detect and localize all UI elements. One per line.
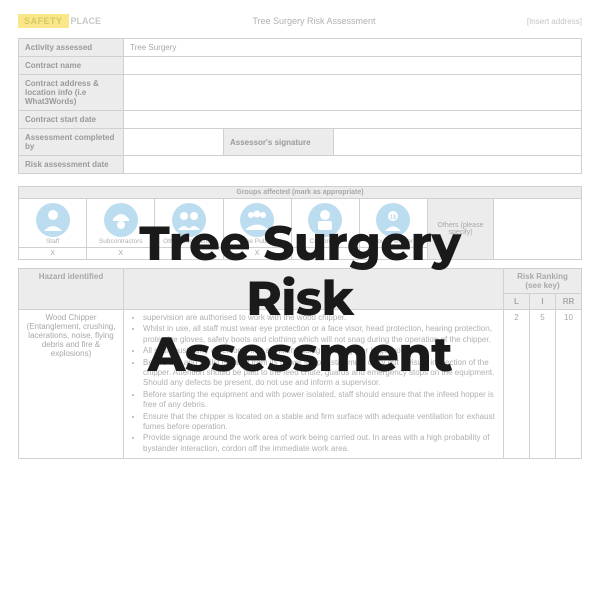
- signature-value: [334, 129, 582, 156]
- control-item: All staff must carry a personal first ai…: [143, 346, 498, 356]
- contract-address-label: Contract address & location info (i.e Wh…: [19, 75, 124, 111]
- table-row: Activity assessed Tree Surgery: [19, 39, 582, 57]
- table-row: Risk assessment date: [19, 156, 582, 174]
- hazard-row: Wood Chipper (Entanglement, crushing, la…: [19, 310, 582, 459]
- group-other-contractors: Other Contractors: [155, 199, 223, 248]
- young-worker-icon: 18: [376, 203, 410, 237]
- start-date-label: Contract start date: [19, 111, 124, 129]
- group-label: Customers: [294, 238, 357, 245]
- groups-icon-row: Staff Subcontractors Other Contractors T…: [19, 199, 582, 248]
- logo: SAFETY PLACE: [18, 14, 101, 28]
- assessment-date-value: [124, 156, 582, 174]
- control-item: Whilst in use, all staff must wear eye p…: [143, 324, 498, 345]
- l-header: L: [504, 294, 530, 310]
- meta-table: Activity assessed Tree Surgery Contract …: [18, 38, 582, 174]
- table-row: Assessment completed by Assessor's signa…: [19, 129, 582, 156]
- activity-value: Tree Surgery: [124, 39, 582, 57]
- mark-cell: [291, 248, 359, 260]
- customer-icon: [308, 203, 342, 237]
- rr-header: RR: [556, 294, 582, 310]
- group-subcontractors: Subcontractors: [87, 199, 155, 248]
- contract-name-value: [124, 57, 582, 75]
- completed-by-value: [124, 129, 224, 156]
- assessment-date-label: Risk assessment date: [19, 156, 124, 174]
- hazard-name: Wood Chipper (Entanglement, crushing, la…: [19, 310, 124, 459]
- l-value: 2: [504, 310, 530, 459]
- others-label: Others (please specify): [428, 199, 494, 260]
- mark-cell: X: [223, 248, 291, 260]
- group-icon: [172, 203, 206, 237]
- signature-label: Assessor's signature: [224, 129, 334, 156]
- hazard-table: Hazard identified Risk Ranking (see key)…: [18, 268, 582, 459]
- contract-address-value: [124, 75, 582, 111]
- page-header: SAFETY PLACE Tree Surgery Risk Assessmen…: [18, 14, 582, 28]
- group-staff: Staff: [19, 199, 87, 248]
- logo-text: PLACE: [71, 16, 102, 26]
- rr-value: 10: [556, 310, 582, 459]
- controls-list: supervision are authorised to work with …: [129, 313, 498, 454]
- document-title: Tree Surgery Risk Assessment: [252, 16, 375, 26]
- hazard-header-row: Hazard identified Risk Ranking (see key): [19, 269, 582, 294]
- groups-header: Groups affected (mark as appropriate): [19, 187, 582, 199]
- group-label: Staff: [21, 238, 84, 245]
- person-icon: [36, 203, 70, 237]
- control-item: Provide signage around the work area of …: [143, 433, 498, 454]
- controls-cell: supervision are authorised to work with …: [124, 310, 504, 459]
- hardhat-icon: [104, 203, 138, 237]
- group-public: The Public: [223, 199, 291, 248]
- crowd-icon: [240, 203, 274, 237]
- start-date-value: [124, 111, 582, 129]
- activity-label: Activity assessed: [19, 39, 124, 57]
- group-label: Other Contractors: [157, 238, 220, 245]
- hazard-header: Hazard identified: [19, 269, 124, 310]
- group-label: Subcontractors: [89, 238, 152, 245]
- table-row: Contract start date: [19, 111, 582, 129]
- group-young-worker: 18 Young worker: [359, 199, 427, 248]
- groups-table: Groups affected (mark as appropriate) St…: [18, 186, 582, 260]
- group-label: The Public: [226, 238, 289, 245]
- i-value: 5: [530, 310, 556, 459]
- mark-cell: X: [19, 248, 87, 260]
- risk-ranking-header: Risk Ranking (see key): [504, 269, 582, 294]
- control-item: supervision are authorised to work with …: [143, 313, 498, 323]
- control-item: Ensure that the chipper is located on a …: [143, 412, 498, 433]
- controls-header: [124, 269, 504, 310]
- document-page: SAFETY PLACE Tree Surgery Risk Assessmen…: [0, 0, 600, 473]
- control-item: Before starting the equipment and with p…: [143, 390, 498, 411]
- group-customers: Customers: [291, 199, 359, 248]
- address-placeholder: [Insert address]: [527, 17, 582, 26]
- mark-cell: [359, 248, 427, 260]
- table-row: Contract address & location info (i.e Wh…: [19, 75, 582, 111]
- table-row: Contract name: [19, 57, 582, 75]
- mark-cell: [155, 248, 223, 260]
- contract-name-label: Contract name: [19, 57, 124, 75]
- group-label: Young worker: [362, 238, 425, 245]
- others-value: [494, 199, 582, 260]
- completed-by-label: Assessment completed by: [19, 129, 124, 156]
- svg-text:18: 18: [390, 215, 397, 221]
- control-item: Before use and whilst isolated from its …: [143, 358, 498, 389]
- logo-badge: SAFETY: [18, 14, 69, 28]
- mark-cell: X: [87, 248, 155, 260]
- i-header: I: [530, 294, 556, 310]
